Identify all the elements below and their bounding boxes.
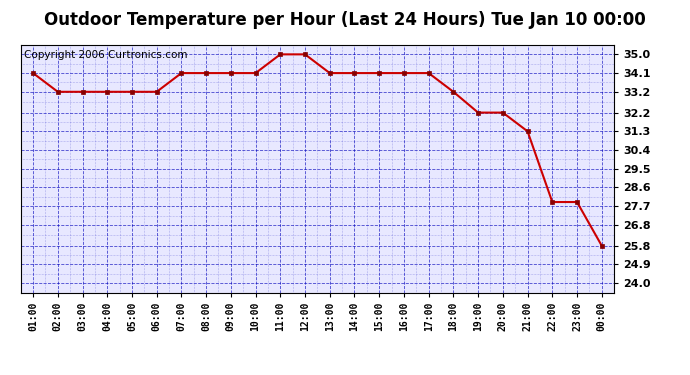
Text: Copyright 2006 Curtronics.com: Copyright 2006 Curtronics.com [23, 50, 187, 60]
Text: Outdoor Temperature per Hour (Last 24 Hours) Tue Jan 10 00:00: Outdoor Temperature per Hour (Last 24 Ho… [44, 11, 646, 29]
